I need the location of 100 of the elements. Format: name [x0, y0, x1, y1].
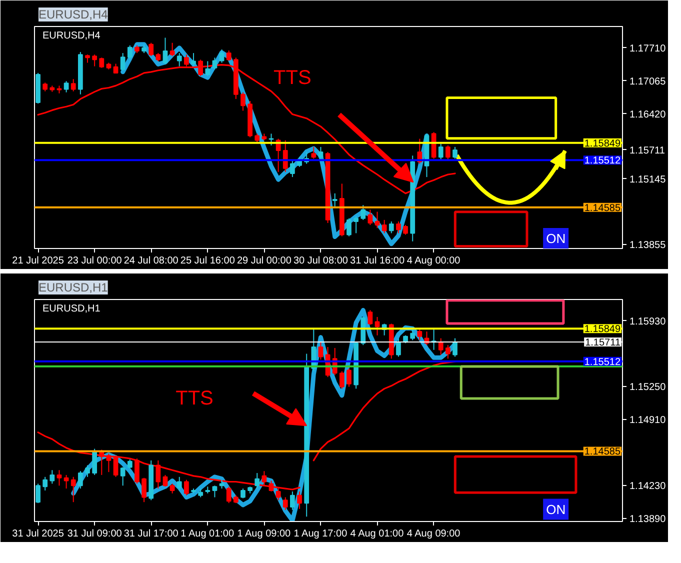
candlestick: [396, 220, 401, 234]
candlestick: [452, 338, 458, 358]
ref-line-label: 1.15849: [584, 324, 621, 336]
candlestick: [226, 486, 232, 504]
candlestick: [50, 470, 55, 484]
y-tick-label: 1.17065: [630, 76, 666, 88]
candlestick: [262, 470, 267, 486]
candlestick: [240, 92, 246, 112]
candlestick: [374, 316, 380, 336]
annotation: ON: [546, 502, 566, 517]
chart-title: EURUSD,H1: [38, 280, 108, 294]
candlestick: [368, 209, 373, 226]
x-tick-label: 25 Jul 16:00: [180, 256, 236, 266]
x-tick-label: 30 Jul 08:00: [293, 256, 348, 266]
candlestick: [396, 338, 401, 358]
candlestick: [42, 476, 48, 491]
x-tick-label: 31 Jul 17:00: [124, 528, 179, 540]
x-tick-label: 4 Aug 01:00: [350, 528, 404, 540]
candlestick: [184, 479, 189, 496]
candlestick: [120, 466, 126, 486]
candlestick: [318, 342, 324, 360]
candlestick: [70, 476, 76, 503]
y-tick-label: 1.14230: [630, 481, 666, 492]
candlestick: [226, 50, 232, 62]
candlestick: [92, 54, 98, 67]
candlestick: [388, 220, 394, 234]
y-tick-label: 1.17710: [630, 43, 666, 54]
y-tick-label: 1.13890: [630, 514, 666, 526]
candlestick: [368, 310, 373, 326]
candlestick: [78, 470, 83, 490]
ref-line-label: 1.14585: [584, 446, 621, 458]
y-tick-label: 1.15930: [630, 316, 666, 328]
candlestick: [254, 472, 260, 490]
candlestick: [268, 133, 274, 146]
candlestick: [170, 42, 175, 57]
candlestick: [438, 338, 444, 356]
candlestick: [332, 192, 338, 208]
candlestick: [374, 211, 380, 229]
candlestick: [452, 146, 458, 160]
candlestick: [403, 224, 408, 236]
x-tick-label: 21 Jul 2025: [12, 256, 64, 266]
ref-line-label: 1.15512: [584, 156, 621, 167]
candlestick: [417, 329, 422, 341]
candlestick: [346, 368, 352, 388]
x-tick-label: 31 Jul 16:00: [350, 256, 405, 266]
candlestick: [346, 218, 352, 237]
candlestick: [212, 57, 218, 70]
candlestick: [438, 143, 444, 161]
candlestick: [176, 52, 182, 67]
y-tick-label: 1.15250: [630, 382, 666, 394]
candlestick: [106, 453, 112, 473]
candlestick: [290, 160, 295, 178]
candlestick: [120, 52, 126, 72]
annotation: ON: [546, 231, 566, 246]
y-tick-label: 1.16420: [630, 109, 666, 120]
ref-line-label: 1.15512: [584, 356, 621, 368]
candlestick: [360, 204, 366, 220]
candlestick: [148, 42, 154, 57]
candlestick: [318, 146, 324, 160]
x-tick-label: 29 Jul 00:00: [236, 256, 292, 266]
candlestick: [64, 80, 69, 93]
chart-title: EURUSD,H4: [42, 30, 101, 42]
candlestick: [382, 219, 387, 234]
y-tick-label: 1.15711: [630, 145, 666, 156]
x-tick-label: 31 Jul 2025: [12, 528, 64, 540]
candlestick: [445, 144, 450, 161]
candlestick: [282, 140, 288, 172]
x-tick-label: 23 Jul 00:00: [67, 256, 122, 266]
candlestick: [99, 57, 104, 68]
candlestick: [290, 490, 295, 510]
candlestick: [85, 464, 90, 478]
candlestick: [311, 146, 316, 160]
candlestick: [70, 78, 76, 92]
y-tick-label: 1.14910: [630, 415, 666, 426]
x-tick-label: 1 Aug 01:00: [180, 528, 235, 540]
candlestick: [162, 474, 168, 488]
candlestick: [445, 344, 450, 360]
candlestick: [282, 496, 288, 510]
candlestick: [36, 483, 40, 504]
x-tick-label: 1 Aug 09:00: [237, 528, 292, 540]
y-tick-label: 1.13855: [630, 240, 666, 252]
candlestick: [113, 455, 118, 478]
ref-line-label: 1.14585: [584, 202, 621, 214]
candlestick: [162, 37, 168, 65]
candlestick: [410, 329, 416, 341]
ref-line-label: 1.15711: [585, 338, 621, 349]
candlestick: [219, 48, 224, 64]
candlestick: [64, 474, 69, 490]
x-tick-label: 1 Aug 17:00: [294, 528, 348, 540]
candlestick: [339, 370, 344, 390]
candlestick: [113, 63, 118, 74]
x-tick-label: 24 Jul 08:00: [124, 256, 179, 266]
candlestick: [212, 485, 218, 498]
chart-title: EURUSD,H4: [38, 8, 108, 22]
x-tick-label: 4 Aug 09:00: [406, 528, 461, 540]
candlestick: [170, 483, 175, 494]
candlestick: [142, 477, 146, 503]
annotation: TTS: [274, 67, 312, 90]
candlestick: [56, 470, 62, 486]
candlestick: [297, 490, 302, 510]
